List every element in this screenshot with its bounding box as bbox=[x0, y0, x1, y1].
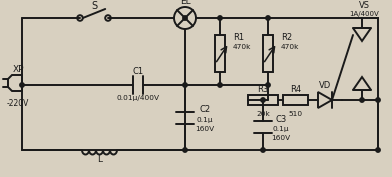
Bar bbox=[263, 35, 273, 72]
Circle shape bbox=[183, 16, 187, 20]
Text: 470k: 470k bbox=[233, 44, 251, 50]
Circle shape bbox=[360, 98, 364, 102]
Text: L: L bbox=[97, 156, 102, 164]
Text: R2: R2 bbox=[281, 33, 292, 41]
Text: R4: R4 bbox=[290, 84, 301, 93]
Text: S: S bbox=[91, 1, 97, 11]
Text: 0.1μ: 0.1μ bbox=[273, 126, 289, 132]
Text: EL: EL bbox=[180, 0, 190, 7]
Bar bbox=[283, 95, 308, 105]
Text: R1: R1 bbox=[233, 33, 244, 41]
Circle shape bbox=[218, 16, 222, 20]
Text: VD: VD bbox=[319, 81, 331, 90]
Text: -220V: -220V bbox=[7, 98, 29, 107]
Text: VS: VS bbox=[359, 1, 370, 10]
Text: 160V: 160V bbox=[271, 135, 290, 141]
Circle shape bbox=[266, 16, 270, 20]
Text: 470k: 470k bbox=[281, 44, 299, 50]
Circle shape bbox=[183, 83, 187, 87]
Circle shape bbox=[376, 98, 380, 102]
Text: 1A/400V: 1A/400V bbox=[349, 11, 379, 17]
Circle shape bbox=[183, 148, 187, 152]
Text: C3: C3 bbox=[275, 115, 287, 124]
Circle shape bbox=[261, 148, 265, 152]
Text: C2: C2 bbox=[200, 105, 211, 115]
Text: C1: C1 bbox=[132, 67, 143, 76]
Circle shape bbox=[261, 98, 265, 102]
Bar bbox=[215, 35, 225, 72]
Circle shape bbox=[20, 83, 24, 87]
Text: 510: 510 bbox=[289, 111, 303, 117]
Circle shape bbox=[218, 83, 222, 87]
Bar bbox=[248, 95, 278, 105]
Text: 20k: 20k bbox=[256, 111, 270, 117]
Text: R3: R3 bbox=[258, 84, 269, 93]
Text: 160V: 160V bbox=[196, 126, 214, 132]
Circle shape bbox=[266, 83, 270, 87]
Circle shape bbox=[376, 148, 380, 152]
Text: XP: XP bbox=[12, 65, 24, 75]
Text: 0.01μ/400V: 0.01μ/400V bbox=[116, 95, 160, 101]
Text: 0.1μ: 0.1μ bbox=[197, 117, 213, 123]
